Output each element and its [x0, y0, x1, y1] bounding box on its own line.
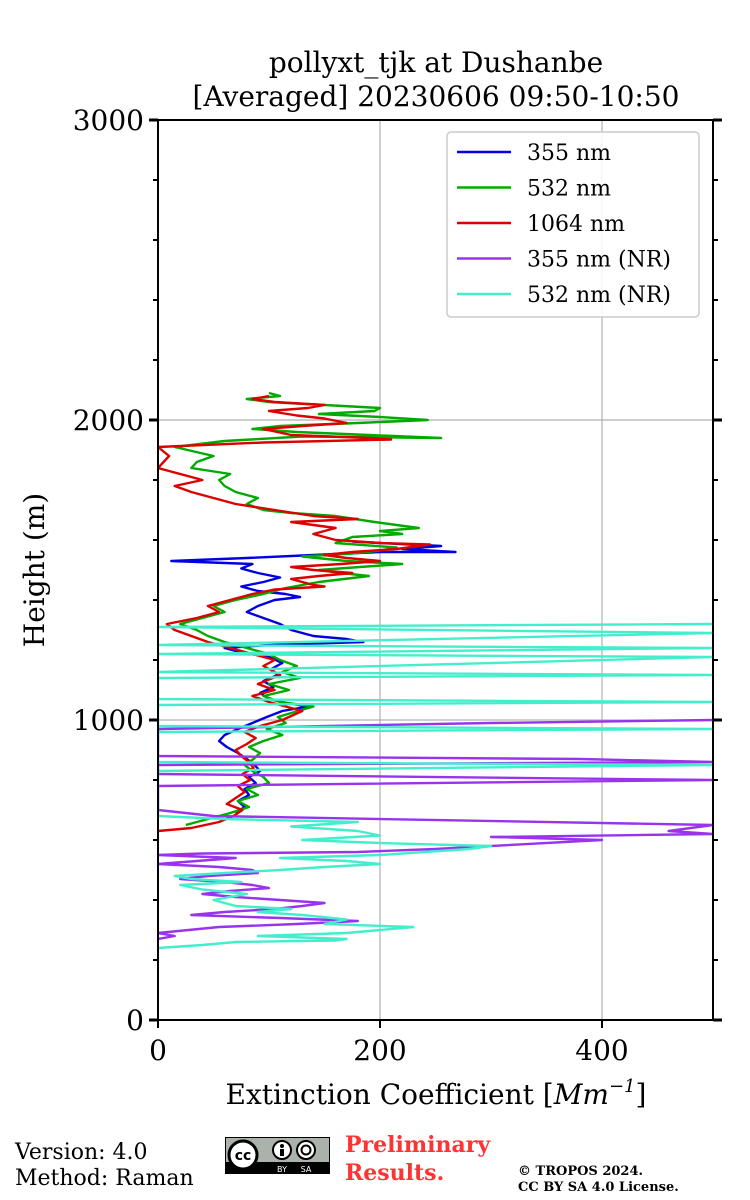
- legend-label: 532 nm: [527, 177, 611, 202]
- x-axis-label: Extinction Coefficient [Mm−1]: [226, 1076, 647, 1111]
- preliminary-results-note: Preliminary Results.: [345, 1131, 490, 1187]
- copyright-line-1: © TROPOS 2024.: [518, 1164, 644, 1179]
- axis-ticks: [149, 118, 722, 1028]
- y-tick-label: 3000: [73, 104, 144, 137]
- method-text: Method: Raman: [15, 1166, 194, 1191]
- preliminary-line-1: Preliminary: [345, 1132, 491, 1158]
- y-tick-label: 1000: [73, 704, 144, 737]
- legend-label: 532 nm (NR): [527, 283, 671, 308]
- legend-label: 355 nm (NR): [527, 248, 671, 273]
- cc-by-sa-license-icon: cc BY SA: [225, 1137, 330, 1174]
- y-axis-label: Height (m): [18, 493, 51, 647]
- y-tick-label: 2000: [73, 404, 144, 437]
- by-label: BY: [277, 1165, 287, 1174]
- y-tick-label: 0: [126, 1004, 144, 1037]
- tick-labels: 0 200 400 0 1000 2000 3000: [73, 104, 629, 1067]
- x-tick-label: 200: [353, 1034, 406, 1067]
- legend-box: [446, 131, 700, 318]
- series-line-532-nm-nr: [158, 622, 713, 950]
- cc-label: cc: [235, 1148, 252, 1164]
- series-line-1064-nm: [158, 394, 432, 833]
- copyright-line-2: CC BY SA 4.0 License.: [518, 1180, 679, 1195]
- version-text: Version: 4.0: [15, 1140, 148, 1165]
- sa-label: SA: [301, 1165, 312, 1174]
- share-alike-icon: [296, 1140, 316, 1160]
- chart-subtitle: [Averaged] 20230606 09:50-10:50: [193, 80, 680, 113]
- legend-label: 355 nm: [527, 141, 611, 166]
- series-line-355-nm-nr: [158, 718, 713, 941]
- copyright-note: © TROPOS 2024. CC BY SA 4.0 License.: [518, 1164, 679, 1196]
- x-tick-label: 0: [149, 1034, 167, 1067]
- x-tick-label: 400: [575, 1034, 628, 1067]
- legend: 355 nm 532 nm 1064 nm 355 nm (NR) 532 nm (NR…: [446, 131, 700, 318]
- legend-label: 1064 nm: [527, 212, 625, 237]
- chart-title: pollyxt_tjk at Dushanbe: [269, 46, 603, 79]
- plot-frame: [157, 119, 714, 1021]
- series-layer: [158, 391, 713, 950]
- preliminary-line-2: Results.: [345, 1160, 445, 1186]
- cc-circle-icon: [227, 1139, 259, 1171]
